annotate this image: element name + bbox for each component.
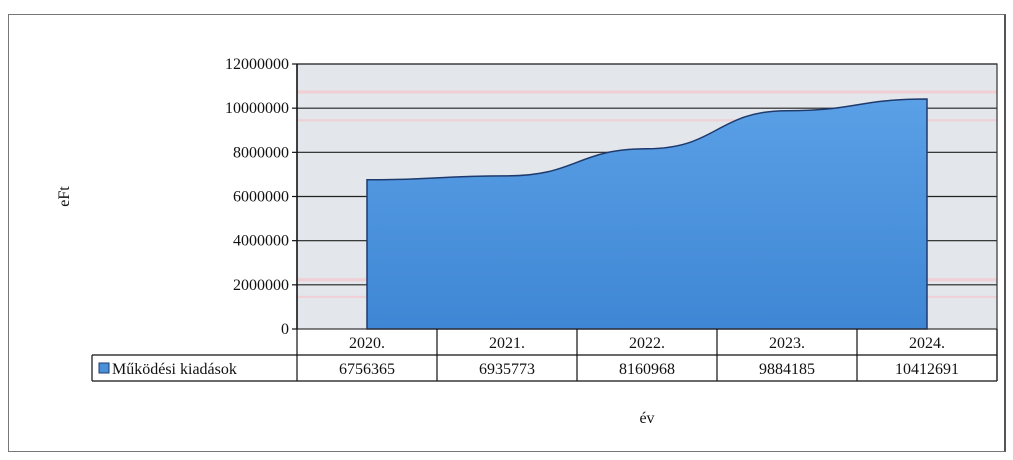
- y-tick-label: 4000000: [233, 233, 289, 250]
- chart-frame: 0 2000000 4000000 6000000 8000000 10000000 120…: [8, 14, 1006, 452]
- y-tick-label: 0: [281, 321, 289, 338]
- data-table-value: 6935773: [479, 361, 535, 378]
- legend-label: Működési kiadások: [112, 361, 237, 378]
- plot-band: [297, 119, 997, 122]
- area-series-mukodesi-kiadasok: [366, 98, 928, 330]
- x-axis-label: év: [639, 410, 654, 427]
- y-tick-label: 2000000: [233, 277, 289, 294]
- category-label: 2023.: [769, 335, 805, 352]
- y-axis-label: eFt: [56, 186, 73, 207]
- data-table-value: 10412691: [895, 361, 959, 378]
- category-label: 2024.: [909, 335, 945, 352]
- area-chart: 0 2000000 4000000 6000000 8000000 10000000 120…: [56, 56, 998, 427]
- category-label: 2022.: [629, 335, 665, 352]
- data-table-value: 8160968: [619, 361, 675, 378]
- data-table-value: 6756365: [339, 361, 395, 378]
- legend-swatch: [98, 362, 110, 374]
- plot-band: [297, 90, 997, 94]
- y-tick-label: 12000000: [225, 56, 289, 73]
- y-tick-label: 8000000: [233, 144, 289, 161]
- y-tick-label: 10000000: [225, 100, 289, 117]
- category-label: 2021.: [489, 335, 525, 352]
- data-table-value: 9884185: [759, 361, 815, 378]
- category-label: 2020.: [349, 335, 385, 352]
- y-tick-label: 6000000: [233, 189, 289, 206]
